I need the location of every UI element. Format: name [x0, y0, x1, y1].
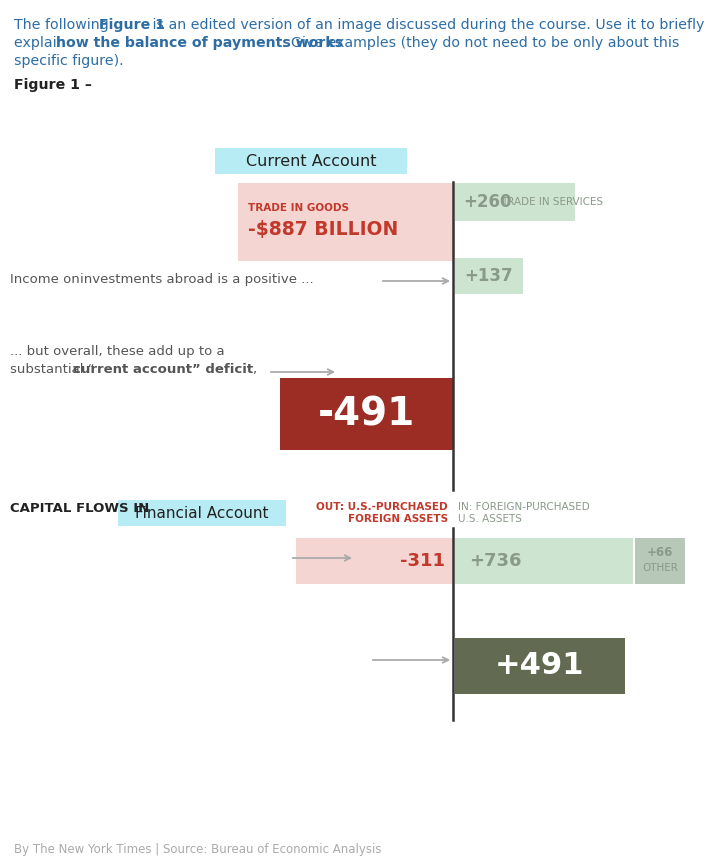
Text: . Give examples (they do not need to be only about this: . Give examples (they do not need to be … — [282, 36, 679, 50]
Text: Figure 1 –: Figure 1 – — [14, 78, 92, 92]
Text: Income on: Income on — [10, 273, 80, 286]
Text: explain: explain — [14, 36, 70, 50]
Text: FOREIGN ASSETS: FOREIGN ASSETS — [348, 514, 448, 524]
Bar — [215, 148, 407, 174]
Text: TRADE IN GOODS: TRADE IN GOODS — [248, 203, 349, 213]
Text: current account” deficit: current account” deficit — [73, 363, 253, 376]
Text: specific figure).: specific figure). — [14, 54, 124, 68]
Bar — [455, 638, 625, 694]
Text: -491: -491 — [318, 395, 415, 433]
Bar — [635, 538, 685, 584]
Text: -311: -311 — [400, 552, 445, 570]
Text: +260: +260 — [463, 193, 512, 211]
Text: TRADE IN SERVICES: TRADE IN SERVICES — [501, 197, 603, 207]
Text: The following: The following — [14, 18, 113, 32]
Bar — [455, 183, 575, 221]
Text: By The New York Times | Source: Bureau of Economic Analysis: By The New York Times | Source: Bureau o… — [14, 843, 382, 856]
Text: OUT: U.S.-PURCHASED: OUT: U.S.-PURCHASED — [316, 502, 448, 512]
Bar — [455, 538, 633, 584]
Text: ,: , — [252, 363, 256, 376]
Text: Current Account: Current Account — [246, 153, 377, 169]
Bar — [118, 500, 286, 526]
Text: CAPITAL FLOWS IN: CAPITAL FLOWS IN — [10, 502, 149, 515]
Text: +491: +491 — [495, 651, 585, 681]
Text: OTHER: OTHER — [642, 563, 678, 573]
Text: substantial “: substantial “ — [10, 363, 95, 376]
Bar — [296, 538, 453, 584]
Text: Figure 1: Figure 1 — [99, 18, 165, 32]
Bar — [455, 258, 523, 294]
Text: U.S. ASSETS: U.S. ASSETS — [458, 514, 522, 524]
Text: -$887 BILLION: -$887 BILLION — [248, 220, 398, 239]
Text: investments abroad is a positive ...: investments abroad is a positive ... — [80, 273, 313, 286]
Bar — [280, 378, 453, 450]
Text: +137: +137 — [465, 267, 513, 285]
Text: Financial Account: Financial Account — [135, 505, 269, 521]
Text: +66: +66 — [647, 546, 673, 559]
Text: how the balance of payments works: how the balance of payments works — [56, 36, 343, 50]
Text: ... but overall, these add up to a: ... but overall, these add up to a — [10, 345, 225, 358]
Text: +736: +736 — [469, 552, 521, 570]
Bar — [238, 183, 453, 261]
Text: is an edited version of an image discussed during the course. Use it to briefly: is an edited version of an image discuss… — [148, 18, 704, 32]
Text: IN: FOREIGN-PURCHASED: IN: FOREIGN-PURCHASED — [458, 502, 590, 512]
